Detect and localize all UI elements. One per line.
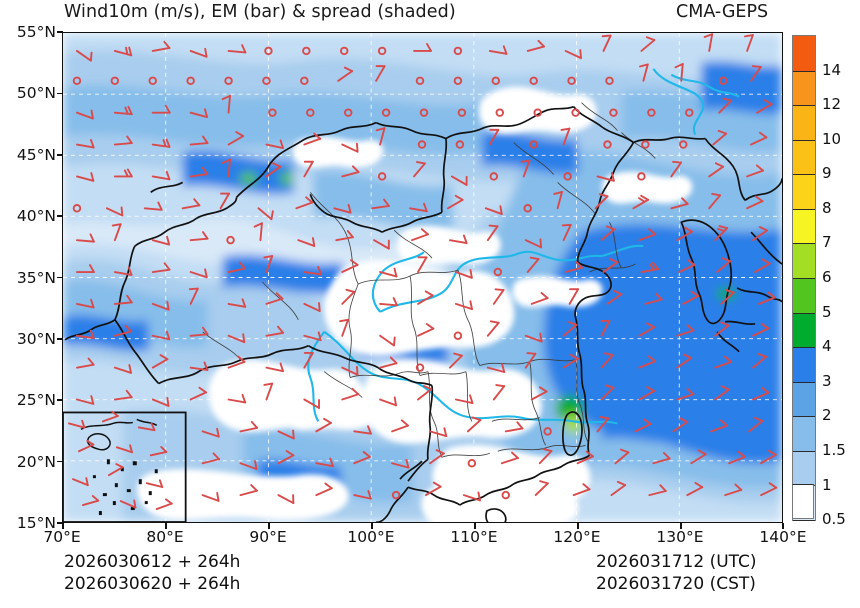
map-canvas xyxy=(63,33,782,522)
cbar-seg-2-3 xyxy=(793,381,815,417)
cbar-seg-zero xyxy=(792,484,814,519)
cbar-seg-8-9 xyxy=(793,174,815,209)
cbar-seg-1-1.5 xyxy=(793,450,815,486)
model-label: CMA-GEPS xyxy=(676,2,769,22)
province-boundaries xyxy=(202,102,656,458)
colorbar xyxy=(792,35,816,521)
cbar-seg-5-6 xyxy=(793,278,815,313)
init-time-cst: 2026030620 + 264h xyxy=(64,574,241,594)
valid-time-cst: 2026031720 (CST) xyxy=(596,574,756,594)
cbar-seg-7-8 xyxy=(793,208,815,244)
map-clip xyxy=(63,33,782,522)
south-china-sea-inset xyxy=(63,411,187,522)
rivers xyxy=(307,68,740,425)
page-title: Wind10m (m/s), EM (bar) & spread (shaded… xyxy=(64,2,456,22)
cbar-seg-14-plus xyxy=(793,36,815,71)
cbar-seg-9-10 xyxy=(793,139,815,175)
cbar-seg-3-4 xyxy=(793,347,815,382)
cbar-seg-12-14 xyxy=(793,70,815,106)
coastlines xyxy=(64,105,782,522)
cbar-seg-4-5 xyxy=(793,312,815,348)
cbar-seg-0-0.5 xyxy=(793,520,815,521)
init-time-utc: 2026030612 + 264h xyxy=(64,552,241,572)
cbar-seg-1.5-2 xyxy=(793,416,815,451)
cbar-seg-6-7 xyxy=(793,243,815,278)
valid-time-utc: 2026031712 (UTC) xyxy=(596,552,757,572)
wind-barbs xyxy=(68,33,778,510)
map-panel xyxy=(62,32,783,523)
cbar-seg-10-12 xyxy=(793,105,815,140)
